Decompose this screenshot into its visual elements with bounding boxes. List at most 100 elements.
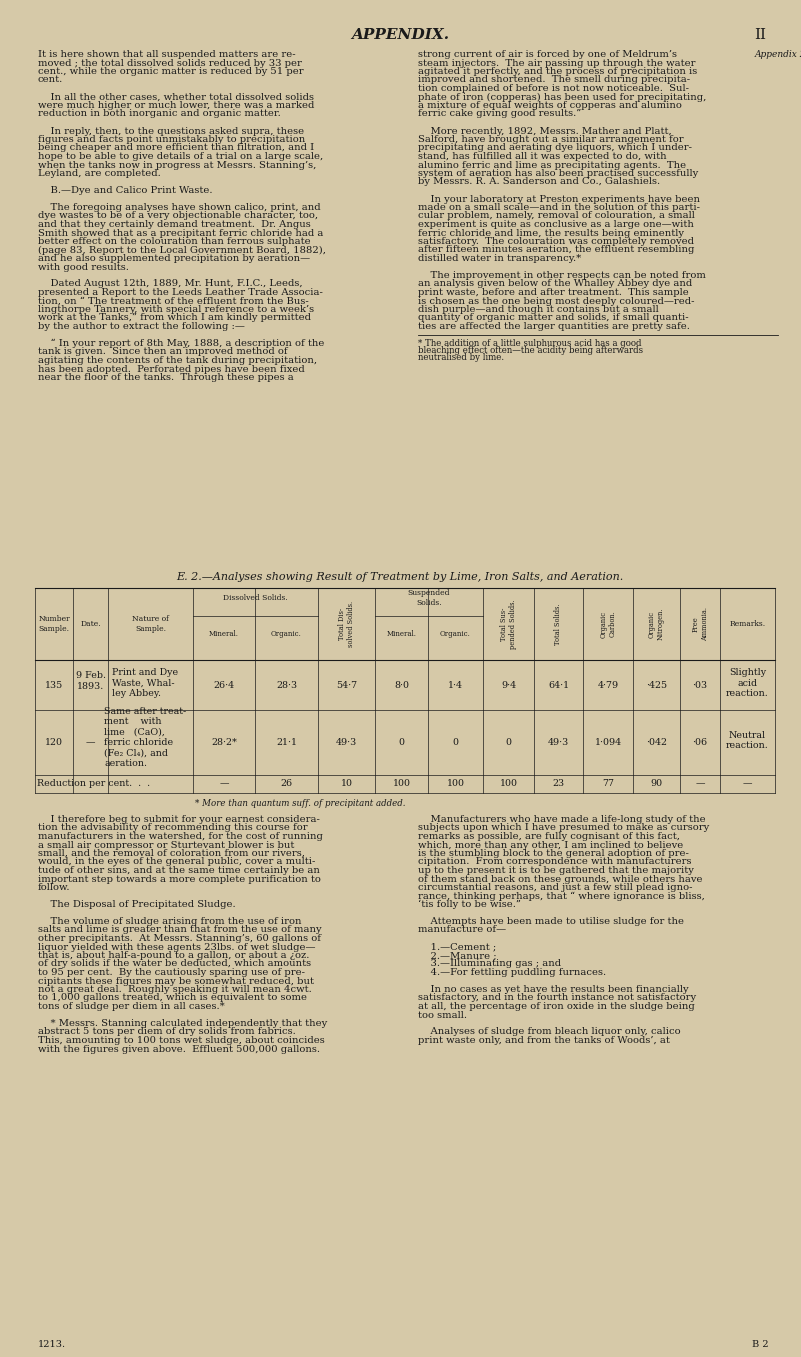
Text: that is, about half-a-pound to a gallon, or about a ¿oz.: that is, about half-a-pound to a gallon,… (38, 951, 309, 959)
Text: Total Dis-
solved Solids.: Total Dis- solved Solids. (338, 601, 355, 647)
Text: Attempts have been made to utilise sludge for the: Attempts have been made to utilise sludg… (418, 917, 684, 925)
Text: has been adopted.  Perforated pipes have been fixed: has been adopted. Perforated pipes have … (38, 365, 304, 373)
Text: satisfactory, and in the fourth instance not satisfactory: satisfactory, and in the fourth instance… (418, 993, 696, 1003)
Text: I therefore beg to submit for your earnest considera-: I therefore beg to submit for your earne… (38, 816, 320, 824)
Text: neutralised by lime.: neutralised by lime. (418, 354, 504, 362)
Text: up to the present it is to be gathered that the majority: up to the present it is to be gathered t… (418, 866, 694, 875)
Text: which, more than any other, I am inclined to believe: which, more than any other, I am incline… (418, 840, 683, 849)
Text: to 95 per cent.  By the cautiously sparing use of pre-: to 95 per cent. By the cautiously sparin… (38, 968, 305, 977)
Text: cent.: cent. (38, 76, 63, 84)
Text: 100: 100 (446, 779, 465, 788)
Text: ·03: ·03 (692, 680, 707, 689)
Text: near the floor of the tanks.  Through these pipes a: near the floor of the tanks. Through the… (38, 373, 294, 383)
Text: precipitating and aerating dye liquors, which I under-: precipitating and aerating dye liquors, … (418, 144, 692, 152)
Text: 28·2*: 28·2* (211, 738, 237, 746)
Text: In no cases as yet have the results been financially: In no cases as yet have the results been… (418, 985, 689, 993)
Text: being cheaper and more efficient than filtration, and I: being cheaper and more efficient than fi… (38, 144, 314, 152)
Text: 23: 23 (553, 779, 565, 788)
Text: tank is given.  Since then an improved method of: tank is given. Since then an improved me… (38, 347, 288, 357)
Text: print waste only, and from the tanks of Woods’, at: print waste only, and from the tanks of … (418, 1035, 670, 1045)
Text: 9·4: 9·4 (501, 680, 516, 689)
Text: figures and facts point unmistakably to precipitation: figures and facts point unmistakably to … (38, 134, 305, 144)
Text: Neutral
reaction.: Neutral reaction. (727, 731, 769, 750)
Text: remarks as possible, are fully cognisant of this fact,: remarks as possible, are fully cognisant… (418, 832, 680, 841)
Text: 4·79: 4·79 (598, 680, 618, 689)
Text: work at the Tanks,” from which I am kindly permitted: work at the Tanks,” from which I am kind… (38, 313, 311, 323)
Text: Organic
Carbon.: Organic Carbon. (599, 611, 617, 638)
Text: phate of iron (copperas) has been used for precipitating,: phate of iron (copperas) has been used f… (418, 92, 706, 102)
Text: tion, on “ The treatment of the effluent from the Bus-: tion, on “ The treatment of the effluent… (38, 296, 308, 305)
Text: reduction in both inorganic and organic matter.: reduction in both inorganic and organic … (38, 110, 280, 118)
Text: 49·3: 49·3 (548, 738, 570, 746)
Text: In all the other cases, whether total dissolved solids: In all the other cases, whether total di… (38, 92, 314, 102)
Text: “ In your report of 8th May, 1888, a description of the: “ In your report of 8th May, 1888, a des… (38, 339, 324, 349)
Text: The foregoing analyses have shown calico, print, and: The foregoing analyses have shown calico… (38, 204, 320, 212)
Text: important step towards a more complete purification to: important step towards a more complete p… (38, 874, 321, 883)
Text: liquor yielded with these agents 23lbs. of wet sludge—: liquor yielded with these agents 23lbs. … (38, 943, 316, 951)
Text: 64·1: 64·1 (548, 680, 569, 689)
Text: stand, has fulfilled all it was expected to do, with: stand, has fulfilled all it was expected… (418, 152, 666, 161)
Text: Print and Dye
Waste, Whal-
ley Abbey.: Print and Dye Waste, Whal- ley Abbey. (112, 668, 179, 697)
Text: Nature of
Sample.: Nature of Sample. (132, 616, 169, 632)
Text: Smith showed that as a precipitant ferric chloride had a: Smith showed that as a precipitant ferri… (38, 228, 324, 237)
Text: rance, thinking perhaps, that “ where ignorance is bliss,: rance, thinking perhaps, that “ where ig… (418, 892, 705, 901)
Text: 28·3: 28·3 (276, 680, 297, 689)
Text: Leyland, are completed.: Leyland, are completed. (38, 170, 161, 178)
Text: In reply, then, to the questions asked supra, these: In reply, then, to the questions asked s… (38, 126, 304, 136)
Text: 49·3: 49·3 (336, 738, 357, 746)
Text: small, and the removal of coloration from our rivers,: small, and the removal of coloration fro… (38, 849, 305, 858)
Text: Dated August 12th, 1889, Mr. Hunt, F.I.C., Leeds,: Dated August 12th, 1889, Mr. Hunt, F.I.C… (38, 280, 303, 289)
Text: improved and shortened.  The smell during precipita-: improved and shortened. The smell during… (418, 76, 690, 84)
Text: a small air compressor or Sturtevant blower is but: a small air compressor or Sturtevant blo… (38, 840, 295, 849)
Text: with good results.: with good results. (38, 262, 129, 271)
Text: Salford, have brought out a similar arrangement for: Salford, have brought out a similar arra… (418, 134, 683, 144)
Text: lingthorpe Tannery, with special reference to a week’s: lingthorpe Tannery, with special referen… (38, 305, 314, 313)
Text: manufacture of—: manufacture of— (418, 925, 506, 935)
Text: would, in the eyes of the general public, cover a multi-: would, in the eyes of the general public… (38, 858, 316, 867)
Text: Organic.: Organic. (440, 630, 471, 638)
Text: 90: 90 (650, 779, 662, 788)
Text: The Disposal of Precipitated Sludge.: The Disposal of Precipitated Sludge. (38, 900, 235, 909)
Text: 1·4: 1·4 (448, 680, 463, 689)
Text: Total Sus-
pended Solids.: Total Sus- pended Solids. (500, 600, 517, 649)
Text: * Messrs. Stanning calculated independently that they: * Messrs. Stanning calculated independen… (38, 1019, 328, 1029)
Text: Remarks.: Remarks. (730, 620, 766, 628)
Text: of dry solids if the water be deducted, which amounts: of dry solids if the water be deducted, … (38, 959, 311, 969)
Text: 1213.: 1213. (38, 1339, 66, 1349)
Text: is the stumbling block to the general adoption of pre-: is the stumbling block to the general ad… (418, 849, 689, 858)
Text: 3.—Illuminating gas ; and: 3.—Illuminating gas ; and (418, 959, 562, 969)
Text: —: — (86, 738, 95, 746)
Text: —: — (695, 779, 705, 788)
Text: tion complained of before is not now noticeable.  Sul-: tion complained of before is not now not… (418, 84, 689, 94)
Text: B.—Dye and Calico Print Waste.: B.—Dye and Calico Print Waste. (38, 186, 212, 195)
Text: 77: 77 (602, 779, 614, 788)
Text: strong current of air is forced by one of Meldrum’s: strong current of air is forced by one o… (418, 50, 677, 58)
Text: (page 83, Report to the Local Government Board, 1882),: (page 83, Report to the Local Government… (38, 246, 326, 255)
Text: after fifteen minutes aeration, the effluent resembling: after fifteen minutes aeration, the effl… (418, 246, 694, 255)
Text: Dissolved Solids.: Dissolved Solids. (223, 594, 288, 603)
Text: In your laboratory at Preston experiments have been: In your laboratory at Preston experiment… (418, 194, 700, 204)
Text: Suspended
Solids.: Suspended Solids. (408, 589, 450, 607)
Text: print waste, before and after treatment.  This sample: print waste, before and after treatment.… (418, 288, 689, 297)
Text: More recently, 1892, Messrs. Mather and Platt,: More recently, 1892, Messrs. Mather and … (418, 126, 672, 136)
Text: Organic
Nitrogen.: Organic Nitrogen. (648, 608, 665, 641)
Text: Analyses of sludge from bleach liquor only, calico: Analyses of sludge from bleach liquor on… (418, 1027, 681, 1037)
Text: by the author to extract the following :—: by the author to extract the following :… (38, 322, 245, 331)
Text: Organic.: Organic. (271, 630, 302, 638)
Text: 21·1: 21·1 (276, 738, 297, 746)
Text: ·425: ·425 (646, 680, 667, 689)
Text: better effect on the colouration than ferrous sulphate: better effect on the colouration than fe… (38, 237, 311, 246)
Text: agitating the contents of the tank during precipitation,: agitating the contents of the tank durin… (38, 356, 317, 365)
Text: The volume of sludge arising from the use of iron: The volume of sludge arising from the us… (38, 917, 301, 925)
Text: cent., while the organic matter is reduced by 51 per: cent., while the organic matter is reduc… (38, 66, 304, 76)
Text: Slightly
acid
reaction.: Slightly acid reaction. (727, 668, 769, 697)
Text: to 1,000 gallons treated, which is equivalent to some: to 1,000 gallons treated, which is equiv… (38, 993, 307, 1003)
Text: by Messrs. R. A. Sanderson and Co., Galashiels.: by Messrs. R. A. Sanderson and Co., Gala… (418, 178, 660, 186)
Text: too small.: too small. (418, 1011, 467, 1019)
Text: ties are affected the larger quantities are pretty safe.: ties are affected the larger quantities … (418, 322, 690, 331)
Text: This, amounting to 100 tons wet sludge, about coincides: This, amounting to 100 tons wet sludge, … (38, 1035, 324, 1045)
Text: satisfactory.  The colouration was completely removed: satisfactory. The colouration was comple… (418, 237, 694, 246)
Text: II: II (754, 28, 766, 42)
Text: and that they certainly demand treatment.  Dr. Angus: and that they certainly demand treatment… (38, 220, 311, 229)
Text: 0: 0 (453, 738, 458, 746)
